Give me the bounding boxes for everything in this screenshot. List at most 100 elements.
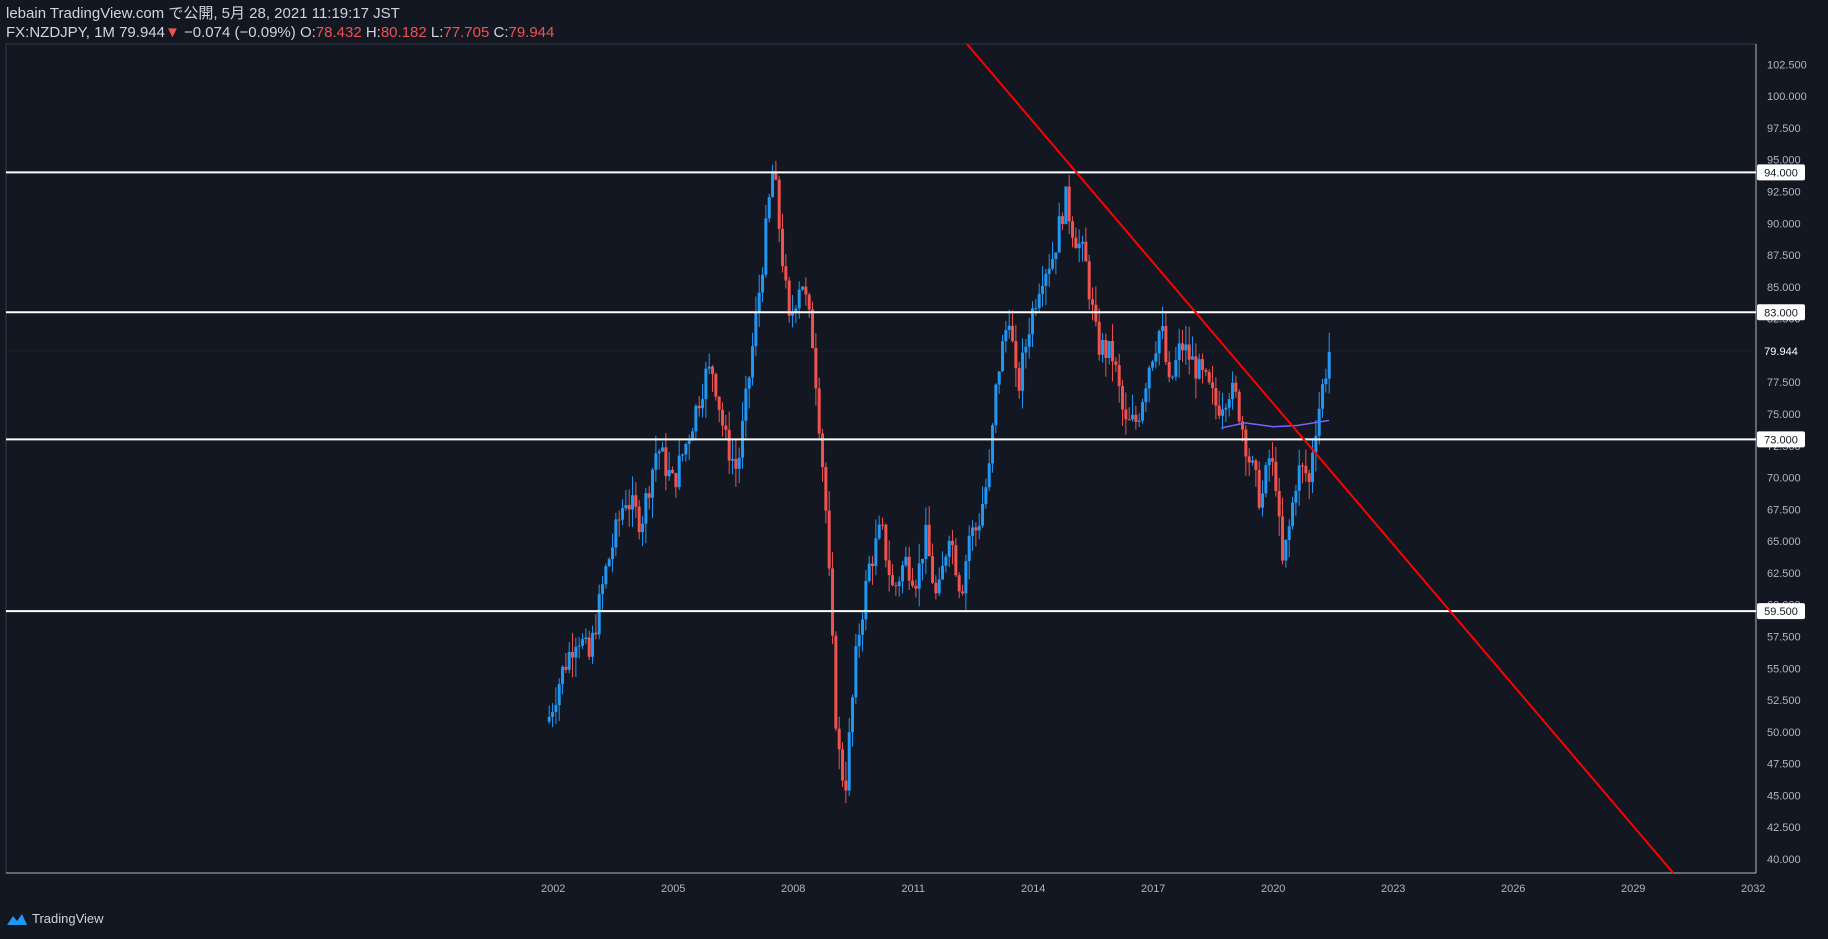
candle-body: [921, 558, 925, 564]
candle-body: [1161, 326, 1165, 332]
candle-body: [1067, 186, 1071, 222]
descending-trendline[interactable]: [966, 43, 1674, 874]
candle-body: [971, 527, 975, 536]
last-price-label-box: [1757, 343, 1805, 360]
candle-body: [674, 473, 678, 488]
candle-body: [601, 584, 605, 595]
candle-body: [954, 545, 958, 576]
candle-body: [1034, 308, 1038, 310]
candle-body: [561, 666, 565, 685]
candle-body: [1177, 343, 1181, 361]
price-tick-label: 65.000: [1767, 536, 1801, 548]
candle-body: [1147, 367, 1151, 389]
candle-body: [1101, 339, 1105, 355]
candle-body: [651, 469, 655, 498]
candle-body: [1201, 359, 1205, 370]
candle-body: [637, 506, 641, 533]
candle-body: [991, 425, 995, 464]
candle-body: [691, 431, 695, 441]
candle-body: [1064, 186, 1068, 225]
candle-body: [554, 705, 558, 713]
candle-body: [1257, 470, 1261, 508]
price-tick-label: 77.500: [1767, 377, 1801, 389]
candle-body: [1324, 378, 1328, 385]
candle-body: [604, 566, 608, 585]
candle-body: [1014, 341, 1018, 369]
candle-body: [1077, 243, 1081, 249]
close-label: C:: [493, 24, 509, 41]
chart-header: lebain TradingView.com で公開, 5月 28, 2021 …: [6, 4, 554, 42]
candle-body: [627, 505, 631, 510]
candle-body: [757, 292, 761, 313]
price-tick-label: 62.500: [1767, 568, 1801, 580]
price-tick-label: 55.000: [1767, 663, 1801, 675]
price-tick-label: 57.500: [1767, 632, 1801, 644]
trendline-drawing[interactable]: [966, 43, 1674, 874]
candle-body: [711, 366, 715, 374]
candle-body: [824, 467, 828, 511]
candle-body: [1137, 420, 1141, 422]
candle-body: [1267, 458, 1271, 466]
candle-body: [581, 639, 585, 646]
candle-body: [607, 559, 611, 567]
price-tick-label: 92.500: [1767, 186, 1801, 198]
plot-border: [5, 43, 1757, 874]
candle-body: [717, 396, 721, 410]
candle-body: [1237, 391, 1241, 422]
time-tick-label: 2017: [1141, 883, 1165, 895]
price-tick-label: 52.500: [1767, 695, 1801, 707]
candle-series: [547, 160, 1331, 804]
candle-body: [1314, 435, 1318, 453]
candle-body: [1141, 402, 1145, 421]
candle-body: [907, 556, 911, 581]
candle-body: [577, 645, 581, 647]
candle-body: [597, 594, 601, 635]
candle-body: [1231, 382, 1235, 400]
candle-body: [1021, 352, 1025, 391]
candle-body: [977, 525, 981, 531]
candle-body: [667, 469, 671, 477]
candle-body: [1221, 409, 1225, 416]
candle-body: [894, 585, 898, 587]
time-tick-label: 2029: [1621, 883, 1645, 895]
candle-body: [1261, 493, 1265, 508]
candle-body: [1181, 343, 1185, 351]
candle-body: [1204, 369, 1208, 372]
candle-body: [1031, 308, 1035, 335]
candle-body: [1024, 346, 1028, 353]
candle-body: [621, 508, 625, 520]
candle-body: [1157, 331, 1161, 354]
candle-body: [841, 749, 845, 781]
candle-body: [687, 440, 691, 444]
candle-body: [924, 524, 928, 559]
footer-brand[interactable]: TradingView: [6, 911, 104, 926]
price-tick-label: 70.000: [1767, 473, 1801, 485]
candle-body: [1117, 365, 1121, 387]
time-axis[interactable]: 2002 2005 2008 2011 2014 2017 2020 2023 2026 2029…: [541, 883, 1765, 895]
candle-body: [1017, 368, 1021, 391]
candle-body: [591, 632, 595, 657]
candle-body: [781, 228, 785, 267]
candle-body: [927, 524, 931, 557]
candle-body: [1294, 490, 1298, 503]
horizontal-levels[interactable]: [6, 171, 1756, 613]
candle-body: [1074, 237, 1078, 249]
candle-body: [1131, 414, 1135, 420]
candle-body: [701, 399, 705, 409]
candle-body: [1087, 261, 1091, 300]
candle-body: [1311, 452, 1315, 483]
time-tick-label: 2032: [1741, 883, 1765, 895]
candle-body: [654, 453, 658, 470]
candle-body: [574, 646, 578, 658]
candle-body: [964, 561, 968, 594]
candle-body: [1271, 458, 1275, 462]
candle-body: [1044, 273, 1048, 286]
candle-body: [767, 197, 771, 219]
candle-body: [1124, 409, 1128, 420]
candle-body: [844, 780, 848, 791]
price-tick-label: 75.000: [1767, 409, 1801, 421]
candle-body: [1164, 326, 1168, 363]
candle-body: [594, 632, 598, 635]
candle-body: [1234, 382, 1238, 392]
